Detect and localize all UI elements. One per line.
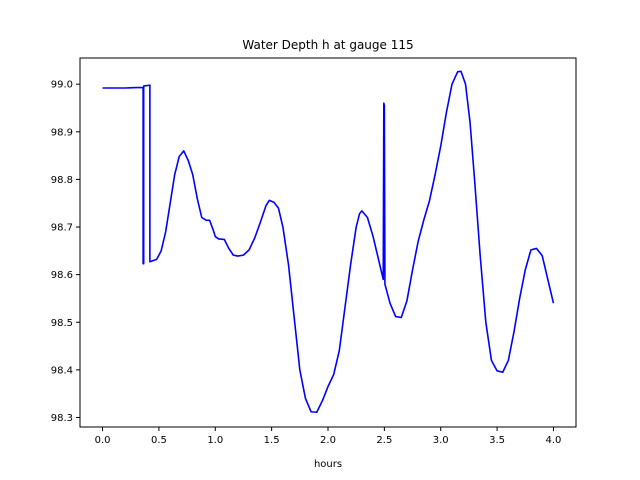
y-tick-label: 98.8 [51,175,73,186]
x-tick-label: 3.0 [433,435,449,446]
x-tick-label: 0.5 [151,435,167,446]
y-axis-ticks: 98.3 98.4 98.5 98.6 98.7 98.8 98.9 99.0 [51,80,80,424]
x-tick-label: 1.0 [207,435,223,446]
x-axis-label: hours [314,459,342,470]
x-tick-label: 2.0 [320,435,336,446]
y-tick-label: 98.6 [51,270,73,281]
series-line [102,70,555,414]
y-tick-label: 98.7 [51,223,73,234]
x-tick-label: 3.5 [489,435,505,446]
y-tick-label: 98.4 [51,365,73,376]
y-tick-label: 98.5 [51,318,73,329]
x-tick-label: 4.0 [546,435,562,446]
y-tick-label: 99.0 [51,80,73,91]
chart-title: Water Depth h at gauge 115 [242,38,413,52]
x-tick-label: 2.5 [376,435,392,446]
y-tick-label: 98.3 [51,413,73,424]
y-tick-label: 98.9 [51,127,73,138]
x-tick-label: 0.0 [95,435,111,446]
x-axis-ticks: 0.0 0.5 1.0 1.5 2.0 2.5 3.0 3.5 4.0 [95,427,562,446]
plot-area [102,70,555,414]
x-tick-label: 1.5 [264,435,280,446]
